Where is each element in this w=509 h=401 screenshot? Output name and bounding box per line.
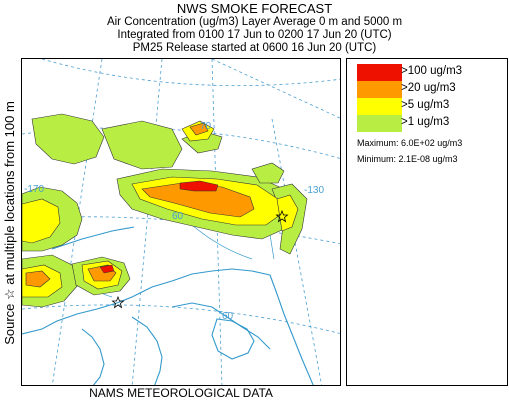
- legend-swatch: [357, 98, 402, 115]
- legend-swatch: [357, 81, 402, 98]
- smoke-map: 70 -170 -130 60 60: [21, 58, 341, 386]
- maximum-value: Maximum: 6.0E+02 ug/m3: [357, 138, 463, 148]
- map-title: NWS SMOKE FORECAST: [176, 1, 333, 16]
- met-data-footer: NAMS METEOROLOGICAL DATA: [89, 386, 273, 400]
- smoke-over-20: [25, 122, 255, 288]
- integration-period: Integrated from 0100 17 Jun to 0200 17 J…: [117, 29, 392, 41]
- minimum-value: Minimum: 2.1E-08 ug/m3: [357, 154, 458, 164]
- concentration-subtitle: Air Concentration (ug/m3) Layer Average …: [106, 16, 403, 28]
- source-markers: [111, 209, 289, 309]
- legend-panel: >100 ug/m3 >20 ug/m3 >5 ug/m3 >1 ug/m3 M…: [346, 58, 508, 386]
- legend-label: >100 ug/m3: [401, 65, 463, 77]
- map-canvas: 70 -170 -130 60 60: [22, 59, 340, 385]
- source-side-label: Source ☆ at multiple locations from 100 …: [0, 58, 20, 388]
- legend-label: >20 ug/m3: [401, 82, 456, 94]
- coastlines: [22, 226, 314, 385]
- legend-swatch: [357, 64, 402, 81]
- lat-label-70: 70: [200, 121, 212, 132]
- legend-label: >1 ug/m3: [401, 116, 450, 128]
- legend-swatch: [357, 115, 402, 132]
- lon-label-170: -170: [24, 184, 44, 195]
- legend-label: >5 ug/m3: [401, 99, 450, 111]
- lat-label-60-b: 60: [222, 311, 234, 322]
- release-start: PM25 Release started at 0600 16 Jun 20 (…: [132, 42, 377, 54]
- smoke-over-100: [99, 180, 219, 274]
- graticule-labels: 70 -170 -130 60 60: [24, 121, 324, 322]
- lon-label-130: -130: [304, 185, 324, 196]
- lat-label-60-a: 60: [172, 211, 184, 222]
- source-label-text: Source ☆ at multiple locations from 100 …: [2, 101, 17, 345]
